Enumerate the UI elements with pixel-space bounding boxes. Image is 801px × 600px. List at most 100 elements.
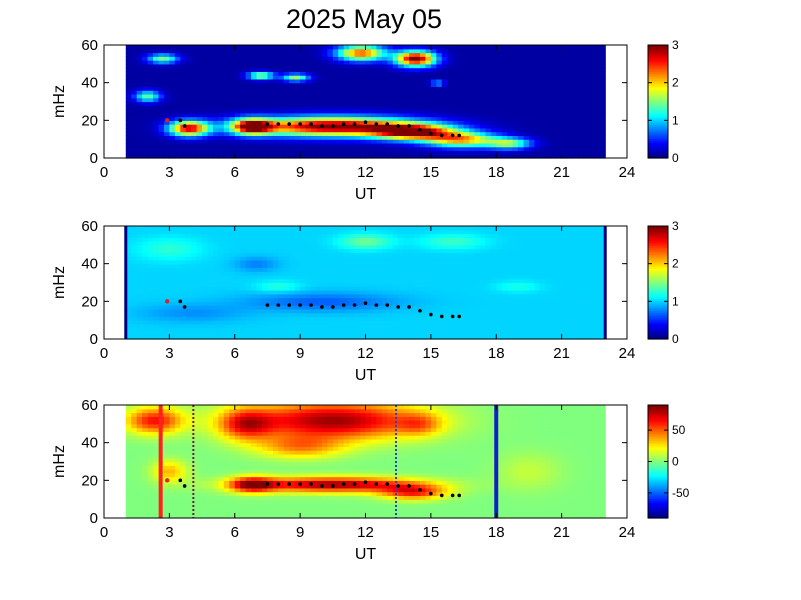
x-axis-label: UT — [355, 367, 377, 384]
x-axis-label: UT — [355, 546, 377, 563]
x-tick-label: 3 — [165, 345, 173, 362]
track-point — [450, 493, 455, 498]
x-tick-label: 3 — [165, 164, 173, 181]
track-point — [287, 303, 292, 307]
y-tick-label: 20 — [81, 112, 98, 129]
track-point — [396, 484, 400, 488]
x-tick-label: 18 — [488, 164, 505, 181]
colorbar-box — [647, 225, 669, 340]
track-point — [374, 122, 379, 126]
colorbar-tick-label: 0 — [672, 332, 679, 346]
track-point — [363, 120, 368, 125]
track-point — [385, 482, 390, 486]
red-marker — [164, 118, 170, 123]
track-point — [182, 484, 187, 488]
x-tick-label: 15 — [423, 345, 440, 362]
track-point — [178, 299, 183, 304]
x-tick-label: 6 — [231, 524, 239, 541]
y-tick-label: 60 — [81, 397, 98, 414]
red-marker — [164, 478, 170, 483]
figure-title: 2025 May 05 — [286, 4, 442, 34]
track-point — [178, 118, 183, 123]
heatmap-field — [125, 45, 606, 159]
x-tick-label: 24 — [619, 524, 636, 541]
track-point — [178, 478, 183, 483]
track-point — [352, 303, 357, 307]
colorbar: 0 1 2 3 — [647, 38, 679, 165]
y-axis-label: mHz — [51, 445, 68, 478]
x-axis-label: UT — [355, 186, 377, 203]
red-marker — [164, 299, 170, 304]
colorbar-box — [647, 44, 669, 159]
track-point — [331, 305, 335, 309]
track-point — [298, 482, 302, 486]
track-point — [450, 133, 455, 138]
track-point — [298, 122, 302, 126]
colorbar-tick-label: 2 — [672, 76, 679, 90]
track-point — [429, 312, 433, 317]
track-point — [457, 493, 462, 498]
track-point — [396, 124, 400, 128]
x-tick-label: 15 — [423, 524, 440, 541]
track-point — [341, 303, 346, 307]
x-tick-label: 21 — [553, 345, 570, 362]
heatmap-field — [125, 405, 606, 519]
track-point — [309, 482, 313, 486]
x-tick-label: 9 — [296, 164, 304, 181]
track-point — [363, 480, 368, 485]
track-point — [265, 482, 270, 486]
colorbar: 0 1 2 3 — [647, 219, 679, 346]
track-point — [385, 122, 390, 126]
y-tick-label: 20 — [81, 472, 98, 489]
x-tick-label: 24 — [619, 345, 636, 362]
track-point — [309, 303, 313, 307]
x-tick-label: 3 — [165, 524, 173, 541]
y-tick-label: 0 — [90, 510, 98, 527]
track-point — [407, 124, 411, 128]
x-tick-label: 12 — [357, 345, 374, 362]
track-point — [341, 482, 346, 486]
y-tick-label: 0 — [90, 331, 98, 348]
track-point — [352, 122, 357, 126]
track-point — [287, 122, 292, 126]
track-point — [407, 305, 411, 309]
track-point — [298, 303, 302, 307]
colorbar-tick-label: 50 — [672, 423, 686, 437]
track-point — [265, 122, 270, 126]
y-axis-label: mHz — [51, 266, 68, 299]
track-point — [182, 124, 187, 128]
x-tick-label: 12 — [357, 524, 374, 541]
y-axis-label: mHz — [51, 85, 68, 118]
track-point — [352, 482, 357, 486]
y-tick-label: 60 — [81, 218, 98, 235]
x-tick-label: 9 — [296, 524, 304, 541]
y-tick-label: 40 — [81, 435, 98, 452]
track-point — [276, 303, 281, 307]
track-point — [385, 303, 390, 307]
x-tick-label: 0 — [100, 164, 108, 181]
x-tick-label: 9 — [296, 345, 304, 362]
track-point — [320, 484, 324, 488]
track-point — [276, 122, 281, 126]
x-tick-label: 18 — [488, 524, 505, 541]
track-point — [450, 314, 455, 319]
colorbar-tick-label: 0 — [672, 455, 679, 469]
colorbar-tick-label: 2 — [672, 257, 679, 271]
x-tick-label: 21 — [553, 524, 570, 541]
x-tick-label: 24 — [619, 164, 636, 181]
colorbar-tick-label: 3 — [672, 219, 679, 233]
y-tick-label: 20 — [81, 293, 98, 310]
track-point — [429, 491, 433, 496]
track-point — [363, 301, 368, 306]
colorbar: 50 0 -50 — [647, 404, 690, 519]
chart-panel-3: 0 3 6 9 12 15 18 21 24 0 20 40 60 UT mHz 50 0 -50 — [51, 397, 690, 563]
track-point — [418, 487, 422, 492]
colorbar-tick-label: 0 — [672, 151, 679, 165]
x-tick-label: 0 — [100, 345, 108, 362]
track-point — [331, 124, 335, 128]
track-point — [320, 124, 324, 128]
track-point — [374, 482, 379, 486]
